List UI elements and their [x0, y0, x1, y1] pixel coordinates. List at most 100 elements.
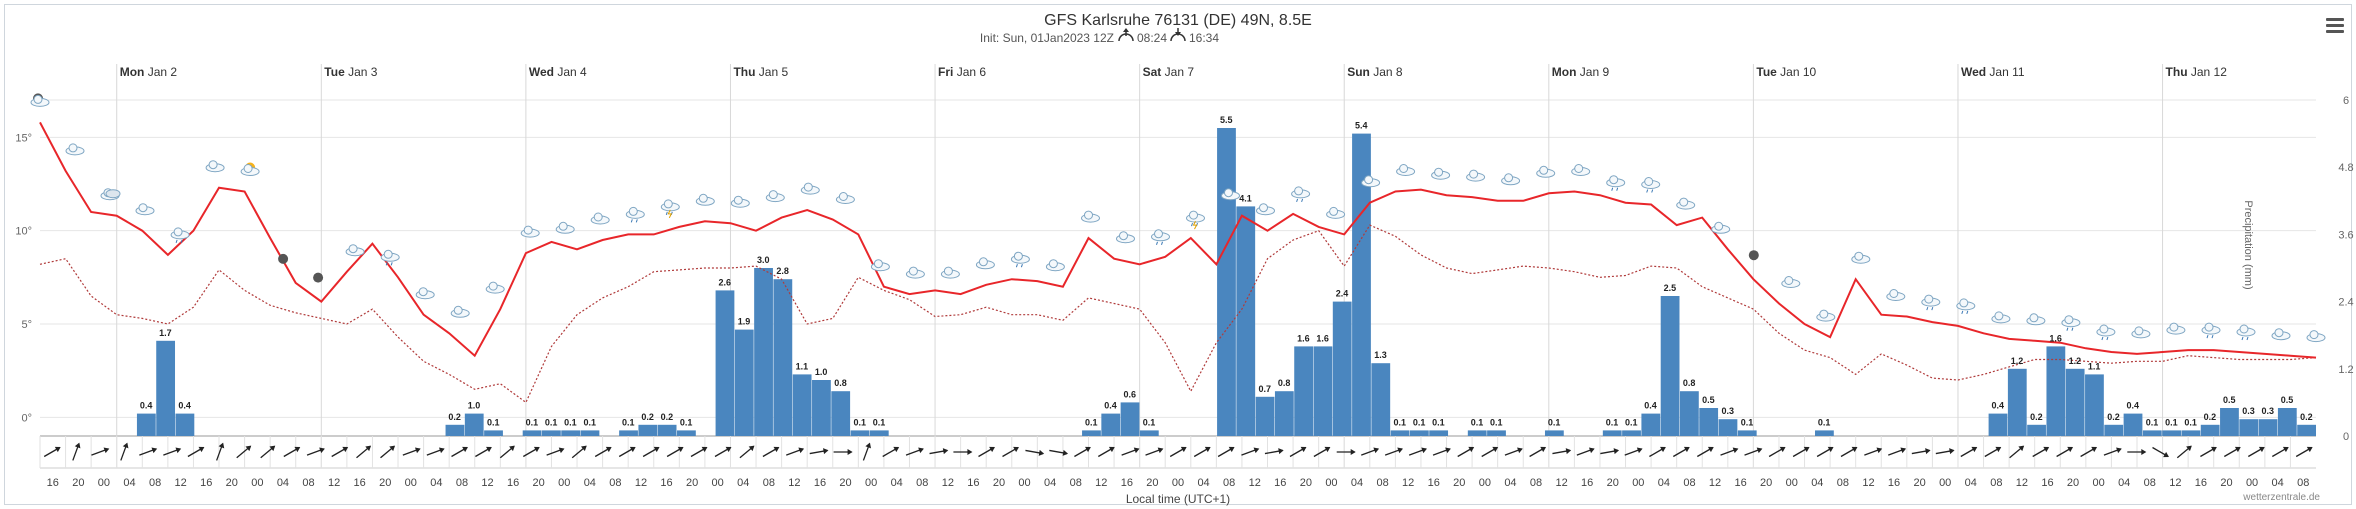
hour-tick-label: 16 [1734, 477, 1746, 489]
precip-bar [1699, 408, 1719, 436]
cloudy-icon [2131, 326, 2151, 339]
thunderstorm-icon [1186, 210, 1205, 230]
hour-tick-label: 12 [175, 477, 187, 489]
wind-arrow [283, 446, 301, 458]
wind-arrow [1384, 447, 1403, 456]
precip-bar [792, 374, 812, 436]
hour-tick-label: 08 [2297, 477, 2309, 489]
precip-bar [2123, 413, 2143, 436]
precip-bar [734, 329, 754, 436]
wind-arrow [882, 446, 900, 458]
right-tick-label: 2.4 [2338, 297, 2353, 309]
cloudy-icon [800, 182, 820, 195]
precip-bar [1082, 430, 1101, 436]
precip-label: 0.4 [178, 401, 191, 411]
precip-label: 1.7 [159, 328, 172, 338]
sunrise-time: 08:24 [1137, 31, 1167, 45]
hour-tick-label: 20 [686, 477, 698, 489]
rain-icon [1010, 251, 1030, 268]
precip-label: 0.5 [1702, 395, 1715, 405]
hour-tick-label: 00 [1939, 477, 1951, 489]
wind-arrow [953, 449, 973, 455]
chart-title: GFS Karlsruhe 76131 (DE) 49N, 8.5E [1044, 12, 1312, 29]
cloudy-icon [345, 244, 365, 257]
wind-arrow [2009, 445, 2025, 459]
wind-arrows-layer [43, 442, 2313, 461]
precip-label: 0.1 [526, 417, 539, 427]
precip-bar [1390, 430, 1410, 436]
cloudy-icon [2166, 322, 2186, 335]
hour-tick-label: 08 [149, 477, 161, 489]
hour-tick-label: 16 [354, 477, 366, 489]
init-time: Init: Sun, 01Jan2023 12Z [980, 31, 1114, 45]
precip-label: 0.1 [873, 417, 886, 427]
hour-tick-label: 12 [1402, 477, 1414, 489]
precip-bar [1101, 413, 1121, 436]
wind-arrow [1649, 446, 1666, 458]
hour-tick-label: 16 [1581, 477, 1593, 489]
wind-arrow [1169, 446, 1187, 458]
right-tick-label: 6 [2343, 95, 2349, 107]
overcast-icon [100, 188, 121, 201]
wind-arrow [72, 442, 81, 461]
precip-bar [484, 430, 503, 436]
hour-tick-label: 04 [1351, 477, 1363, 489]
subtitle-group: Init: Sun, 01Jan2023 12Z 08:24 16:34 [980, 28, 1219, 45]
hour-tick-label: 12 [1555, 477, 1567, 489]
precip-label: 0.1 [583, 417, 596, 427]
left-tick-label: 0° [21, 412, 32, 424]
hour-tick-label: 20 [993, 477, 1005, 489]
precip-bar [1120, 402, 1140, 436]
precip-label: 0.5 [2223, 395, 2236, 405]
precip-bar [2085, 374, 2104, 436]
hour-tick-label: 00 [865, 477, 877, 489]
rain-icon [1641, 177, 1661, 193]
precip-label: 0.2 [2107, 412, 2120, 422]
hour-tick-label: 20 [379, 477, 391, 489]
cloudy-icon [2026, 313, 2046, 326]
hour-tick-label: 16 [2195, 477, 2207, 489]
hour-tick-label: 08 [916, 477, 928, 489]
wind-arrow [1289, 446, 1307, 458]
wind-arrow [1552, 448, 1572, 455]
hour-tick-label: 04 [1658, 477, 1670, 489]
cloudy-icon [205, 160, 225, 173]
hour-tick-label: 00 [1018, 477, 1030, 489]
wind-arrow [2056, 446, 2074, 458]
precip-label: 1.9 [738, 317, 751, 327]
wind-arrow [1025, 449, 1045, 456]
precip-label: 2.5 [1664, 283, 1677, 293]
wind-arrow [475, 446, 492, 458]
precip-bar [541, 430, 561, 436]
precip-bar [1371, 363, 1391, 436]
hamburger-menu-icon[interactable] [2326, 18, 2344, 36]
hour-tick-label: 12 [2016, 477, 2028, 489]
wind-arrow [1672, 446, 1690, 458]
hour-tick-label: 00 [405, 477, 417, 489]
day-label: Mon Jan 9 [1552, 65, 1610, 79]
precip-bar [1255, 396, 1275, 436]
wind-arrow [739, 445, 755, 459]
right-axis-title: Precipitation (mm) [2242, 200, 2254, 289]
wind-arrow [1432, 447, 1451, 456]
hour-tick-label: 04 [584, 477, 596, 489]
precip-bar [2200, 424, 2220, 436]
wind-arrow [522, 446, 540, 458]
wind-arrow [1217, 446, 1235, 458]
wind-arrow [2200, 446, 2217, 458]
precip-label: 0.1 [1818, 417, 1831, 427]
wind-arrow [571, 445, 587, 459]
hour-tick-label: 04 [2118, 477, 2130, 489]
wind-arrow [380, 445, 396, 459]
day-label: Wed Jan 4 [529, 65, 587, 79]
precip-label: 0.1 [1394, 417, 1407, 427]
labels-layer: 0° 5° 10° 15° 0 1.2 2.4 3.6 4.8 6 Mon Jan 2 Tue Jan… [15, 65, 2353, 489]
hour-tick-label: 08 [1376, 477, 1388, 489]
hour-tick-label: 08 [763, 477, 775, 489]
wind-arrow [91, 447, 110, 456]
cloudy-icon [1326, 206, 1346, 219]
rain-icon [1151, 229, 1170, 245]
x-axis-title: Local time (UTC+1) [1126, 492, 1230, 506]
wind-arrow [1481, 446, 1499, 458]
wind-arrow [929, 448, 949, 455]
